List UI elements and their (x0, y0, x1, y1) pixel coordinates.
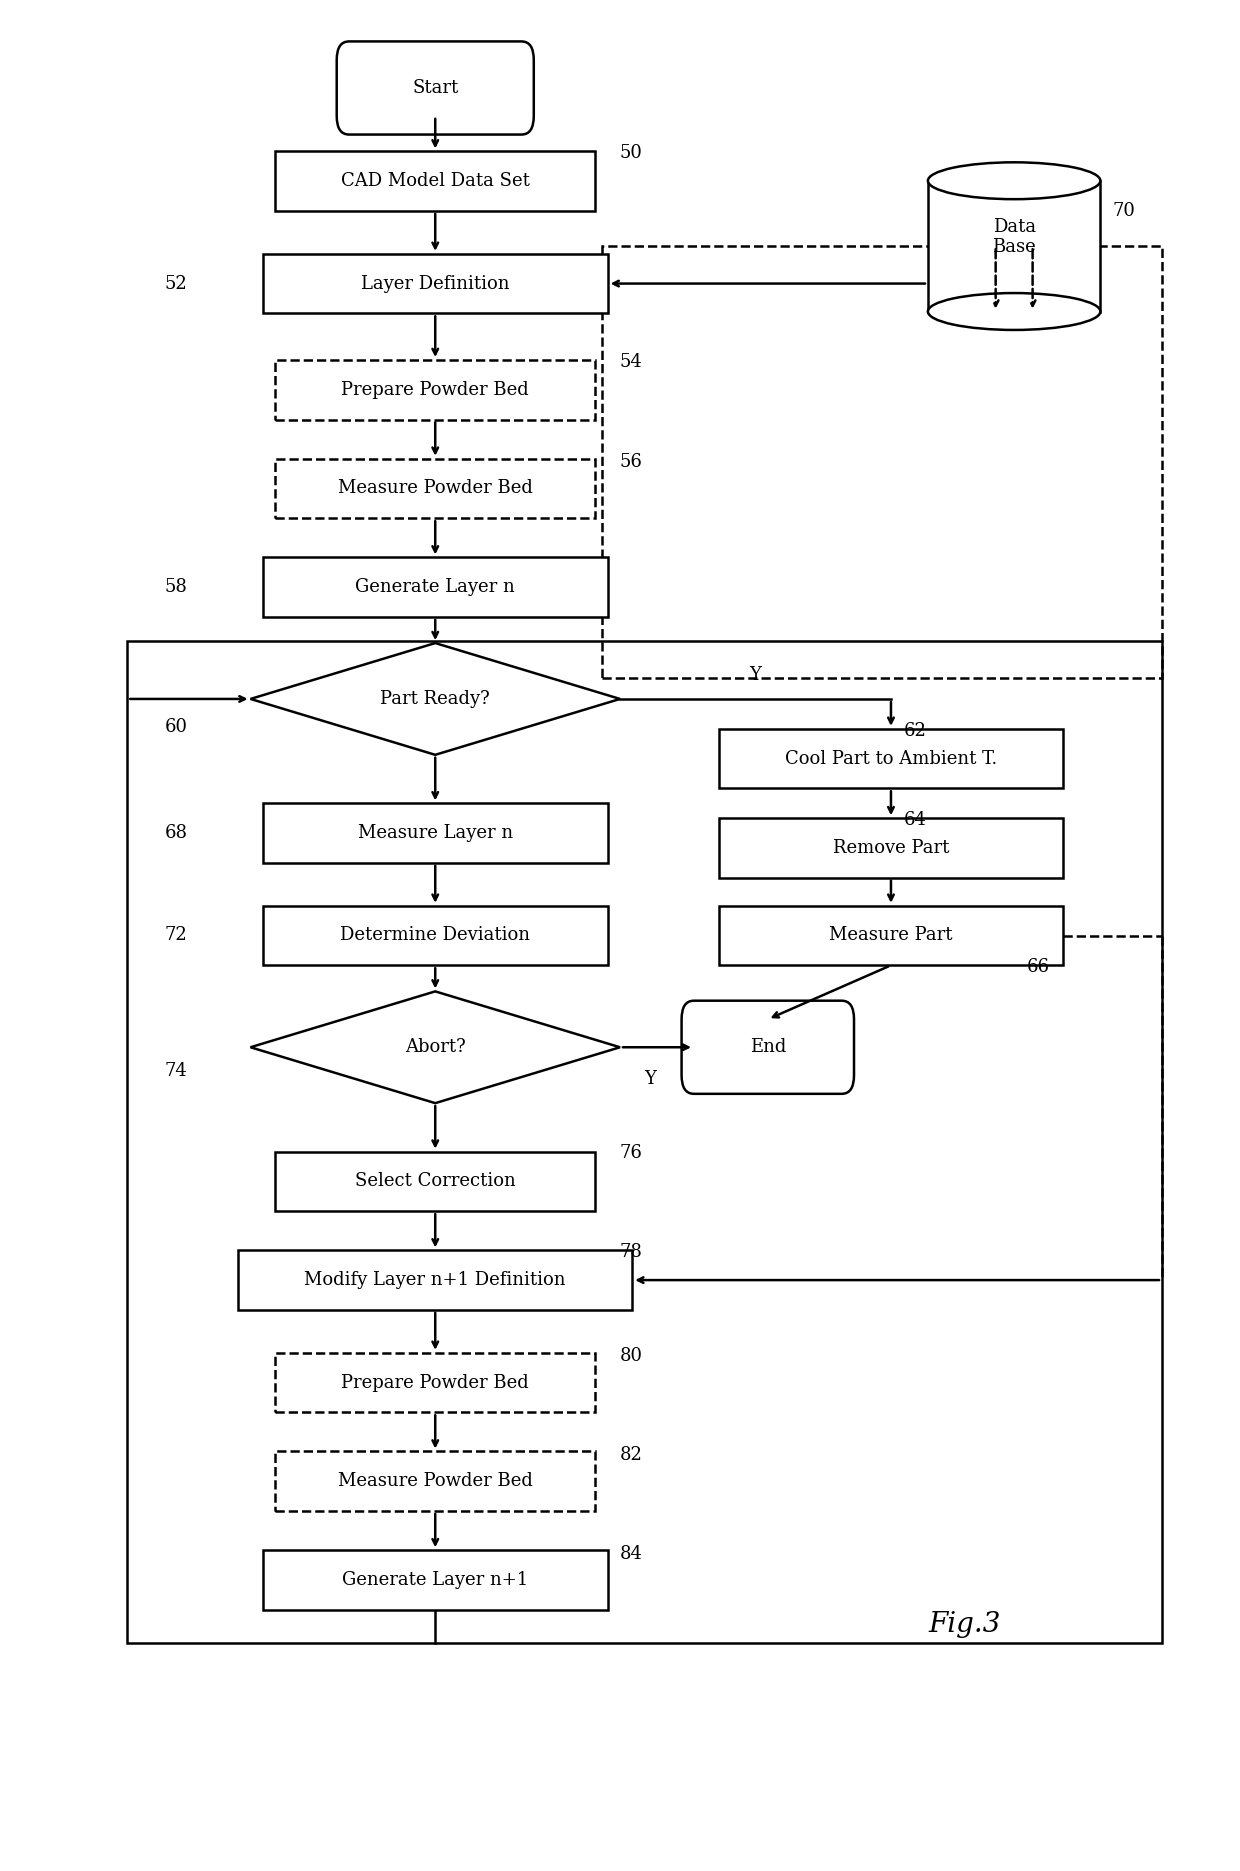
Text: Part Ready?: Part Ready? (381, 690, 490, 707)
Text: Remove Part: Remove Part (833, 838, 949, 857)
Text: 52: 52 (164, 275, 187, 292)
Text: 56: 56 (620, 453, 642, 471)
Polygon shape (250, 992, 620, 1104)
Text: 50: 50 (620, 144, 642, 163)
Text: 68: 68 (164, 823, 187, 842)
Text: Fig.3: Fig.3 (929, 1611, 1001, 1639)
Text: Generate Layer n+1: Generate Layer n+1 (342, 1572, 528, 1588)
Text: 76: 76 (620, 1145, 642, 1162)
Text: 82: 82 (620, 1446, 642, 1465)
Text: 74: 74 (164, 1063, 187, 1080)
Text: 78: 78 (620, 1242, 642, 1261)
Bar (718, 728, 1064, 788)
Text: 66: 66 (1027, 958, 1049, 977)
Bar (275, 359, 595, 419)
Text: Measure Part: Measure Part (830, 926, 952, 945)
Bar (275, 458, 595, 518)
Text: Select Correction: Select Correction (355, 1173, 516, 1190)
Bar (718, 818, 1064, 877)
Bar (275, 1151, 595, 1211)
Text: End: End (750, 1038, 786, 1057)
Text: 64: 64 (903, 810, 926, 829)
Bar (928, 181, 1100, 311)
Bar (601, 247, 1162, 679)
Text: 54: 54 (620, 354, 642, 370)
Bar (128, 642, 1162, 1643)
Bar (263, 906, 608, 965)
Text: Measure Layer n: Measure Layer n (357, 823, 513, 842)
Text: Prepare Powder Bed: Prepare Powder Bed (341, 380, 529, 399)
Text: Abort?: Abort? (405, 1038, 466, 1057)
Text: Modify Layer n+1 Definition: Modify Layer n+1 Definition (305, 1270, 565, 1289)
Text: Measure Powder Bed: Measure Powder Bed (337, 1472, 533, 1491)
Bar (263, 254, 608, 312)
Text: Generate Layer n: Generate Layer n (356, 578, 515, 597)
Bar (263, 558, 608, 617)
Text: 58: 58 (164, 578, 187, 597)
Text: 72: 72 (164, 926, 187, 945)
Bar (275, 1452, 595, 1512)
Bar (275, 152, 595, 211)
Text: Data
Base: Data Base (992, 217, 1035, 256)
Bar (238, 1250, 632, 1310)
Text: Start: Start (412, 79, 459, 97)
Text: Cool Part to Ambient T.: Cool Part to Ambient T. (785, 750, 997, 767)
Bar (263, 803, 608, 863)
Bar (275, 1353, 595, 1413)
Text: Layer Definition: Layer Definition (361, 275, 510, 292)
Text: 62: 62 (903, 722, 926, 739)
Text: 70: 70 (1112, 202, 1136, 221)
Text: Y: Y (749, 666, 761, 685)
Text: 84: 84 (620, 1545, 642, 1562)
Ellipse shape (928, 294, 1100, 329)
Ellipse shape (928, 163, 1100, 198)
Bar (718, 906, 1064, 965)
Text: 60: 60 (164, 718, 187, 735)
FancyBboxPatch shape (337, 41, 533, 135)
Text: CAD Model Data Set: CAD Model Data Set (341, 172, 529, 191)
Text: Y: Y (645, 1070, 656, 1087)
Polygon shape (250, 644, 620, 754)
Text: Determine Deviation: Determine Deviation (340, 926, 531, 945)
Text: 80: 80 (620, 1347, 644, 1366)
Bar (263, 1551, 608, 1609)
Text: Measure Powder Bed: Measure Powder Bed (337, 479, 533, 498)
Text: Prepare Powder Bed: Prepare Powder Bed (341, 1373, 529, 1392)
FancyBboxPatch shape (682, 1001, 854, 1095)
